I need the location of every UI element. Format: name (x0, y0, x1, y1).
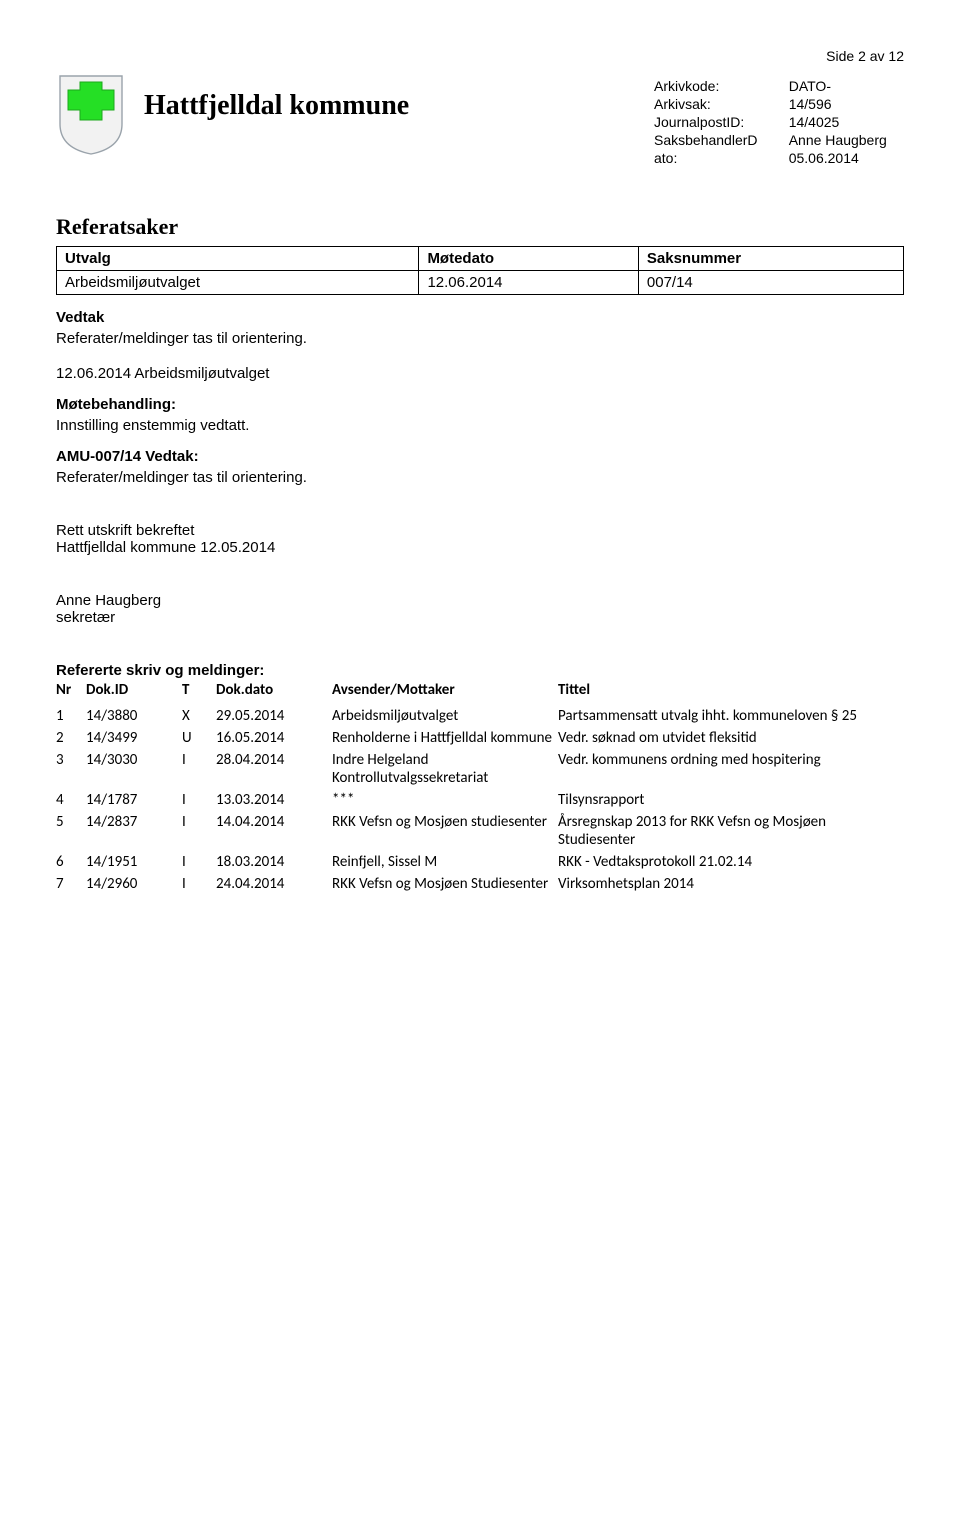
meta-label: Arkivkode: (654, 78, 775, 94)
table-cell: 5 (56, 811, 86, 851)
refs-heading: Refererte skriv og meldinger: (56, 662, 904, 679)
table-row: Arbeidsmiljøutvalget 12.06.2014 007/14 (57, 271, 904, 295)
signer-name: Anne Haugberg (56, 592, 904, 609)
table-cell: I (182, 873, 216, 895)
mote-dateline: 12.06.2014 Arbeidsmiljøutvalget (56, 365, 904, 382)
table-cell: Partsammensatt utvalg ihht. kommuneloven… (558, 705, 904, 727)
utvalg-table: Utvalg Møtedato Saksnummer Arbeidsmiljøu… (56, 246, 904, 295)
table-cell: Renholderne i Hattfjelldal kommune (332, 727, 558, 749)
table-cell: X (182, 705, 216, 727)
table-cell: Virksomhetsplan 2014 (558, 873, 904, 895)
mote-text: Innstilling enstemmig vedtatt. (56, 417, 904, 434)
table-header: Møtedato (419, 247, 638, 271)
table-cell: 14.04.2014 (216, 811, 332, 851)
table-row: 214/3499U16.05.2014Renholderne i Hattfje… (56, 727, 904, 749)
amu-text: Referater/meldinger tas til orientering. (56, 469, 904, 486)
municipality-shield-icon (56, 72, 126, 156)
table-cell: 12.06.2014 (419, 271, 638, 295)
rett-line2: Hattfjelldal kommune 12.05.2014 (56, 539, 904, 556)
section-heading: Referatsaker (56, 214, 904, 240)
table-header: Nr (56, 679, 86, 705)
rett-line1: Rett utskrift bekreftet (56, 522, 904, 539)
table-cell: 14/2837 (86, 811, 182, 851)
table-header: Saksnummer (638, 247, 903, 271)
table-cell: *** (332, 789, 558, 811)
amu-heading: AMU-007/14 Vedtak: (56, 448, 904, 465)
document-meta: Arkivkode: DATO- Arkivsak: 14/596 Journa… (654, 72, 904, 166)
vedtak-text: Referater/meldinger tas til orientering. (56, 330, 904, 347)
table-row: 614/1951I18.03.2014Reinfjell, Sissel MRK… (56, 851, 904, 873)
signer-role: sekretær (56, 609, 904, 626)
table-cell: Vedr. søknad om utvidet fleksitid (558, 727, 904, 749)
table-cell: 14/1951 (86, 851, 182, 873)
table-row: 514/2837I14.04.2014RKK Vefsn og Mosjøen … (56, 811, 904, 851)
meta-value: Anne Haugberg (789, 132, 904, 148)
table-cell: 14/3499 (86, 727, 182, 749)
table-cell: 14/3880 (86, 705, 182, 727)
table-cell: 007/14 (638, 271, 903, 295)
table-row: 114/3880X29.05.2014ArbeidsmiljøutvalgetP… (56, 705, 904, 727)
meta-value: 05.06.2014 (789, 150, 904, 166)
table-cell: 14/1787 (86, 789, 182, 811)
table-cell: 4 (56, 789, 86, 811)
table-cell: Vedr. kommunens ordning med hospitering (558, 749, 904, 789)
table-cell: U (182, 727, 216, 749)
table-header: Dok.dato (216, 679, 332, 705)
document-header: Hattfjelldal kommune Arkivkode: DATO- Ar… (56, 72, 904, 166)
table-cell: 7 (56, 873, 86, 895)
table-cell: I (182, 749, 216, 789)
table-row: 714/2960I24.04.2014RKK Vefsn og Mosjøen … (56, 873, 904, 895)
table-cell: 14/3030 (86, 749, 182, 789)
table-cell: 24.04.2014 (216, 873, 332, 895)
meta-value: DATO- (789, 78, 904, 94)
table-cell: RKK - Vedtaksprotokoll 21.02.14 (558, 851, 904, 873)
table-header: T (182, 679, 216, 705)
table-cell: RKK Vefsn og Mosjøen Studiesenter (332, 873, 558, 895)
mote-heading: Møtebehandling: (56, 396, 904, 413)
table-cell: Indre Helgeland Kontrollutvalgssekretari… (332, 749, 558, 789)
table-cell: 1 (56, 705, 86, 727)
table-cell: I (182, 789, 216, 811)
table-cell: 14/2960 (86, 873, 182, 895)
table-cell: 18.03.2014 (216, 851, 332, 873)
meta-label: Arkivsak: (654, 96, 775, 112)
table-header: Avsender/Mottaker (332, 679, 558, 705)
table-cell: Tilsynsrapport (558, 789, 904, 811)
table-cell: 28.04.2014 (216, 749, 332, 789)
table-cell: Årsregnskap 2013 for RKK Vefsn og Mosjøe… (558, 811, 904, 851)
table-cell: 13.03.2014 (216, 789, 332, 811)
table-cell: Reinfjell, Sissel M (332, 851, 558, 873)
table-cell: 2 (56, 727, 86, 749)
meta-label: SaksbehandlerD (654, 132, 775, 148)
table-cell: 3 (56, 749, 86, 789)
meta-value: 14/596 (789, 96, 904, 112)
table-row: 314/3030I28.04.2014Indre Helgeland Kontr… (56, 749, 904, 789)
meta-label: JournalpostID: (654, 114, 775, 130)
table-cell: 6 (56, 851, 86, 873)
meta-label: ato: (654, 150, 775, 166)
table-cell: I (182, 851, 216, 873)
table-header: Utvalg (57, 247, 419, 271)
table-cell: RKK Vefsn og Mosjøen studiesenter (332, 811, 558, 851)
document-title: Hattfjelldal kommune (144, 72, 636, 122)
meta-value: 14/4025 (789, 114, 904, 130)
table-cell: I (182, 811, 216, 851)
vedtak-heading: Vedtak (56, 309, 904, 326)
table-header: Dok.ID (86, 679, 182, 705)
table-cell: 29.05.2014 (216, 705, 332, 727)
table-cell: 16.05.2014 (216, 727, 332, 749)
table-cell: Arbeidsmiljøutvalget (57, 271, 419, 295)
refs-table: Nr Dok.ID T Dok.dato Avsender/Mottaker T… (56, 679, 904, 895)
table-header: Tittel (558, 679, 904, 705)
table-cell: Arbeidsmiljøutvalget (332, 705, 558, 727)
table-row: 414/1787I13.03.2014***Tilsynsrapport (56, 789, 904, 811)
page-number: Side 2 av 12 (56, 48, 904, 64)
